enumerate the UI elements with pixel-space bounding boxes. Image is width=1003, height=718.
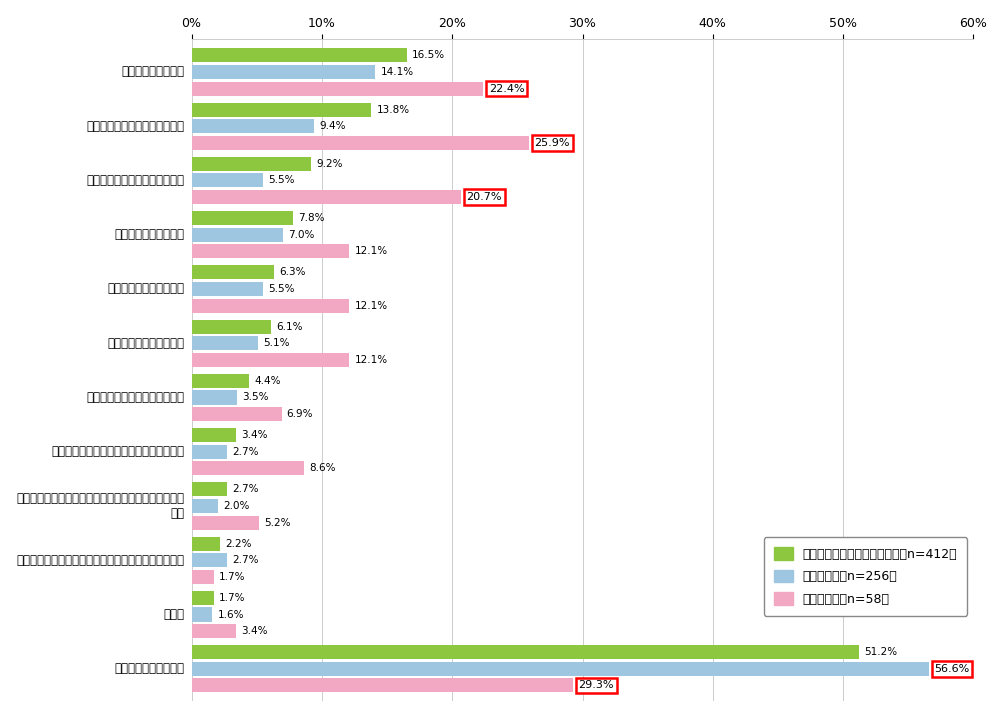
- Bar: [192, 607, 213, 622]
- Text: 2.7%: 2.7%: [232, 555, 258, 565]
- Bar: [192, 244, 349, 258]
- Bar: [192, 174, 263, 187]
- Bar: [192, 391, 237, 404]
- Text: 3.4%: 3.4%: [241, 626, 268, 636]
- Text: 4.4%: 4.4%: [254, 376, 281, 386]
- Bar: [192, 353, 349, 367]
- Bar: [192, 266, 274, 279]
- Bar: [192, 299, 349, 312]
- Text: 2.2%: 2.2%: [226, 538, 252, 549]
- Legend: 働き方改革に取り組んでいる（n=412）, 働きやすい（n=256）, 働きにくい（n=58）: 働き方改革に取り組んでいる（n=412）, 働きやすい（n=256）, 働きにく…: [763, 537, 966, 615]
- Bar: [192, 499, 218, 513]
- Text: 1.6%: 1.6%: [218, 610, 244, 620]
- Text: 5.2%: 5.2%: [265, 518, 291, 528]
- Bar: [192, 211, 293, 225]
- Text: 9.4%: 9.4%: [319, 121, 345, 131]
- Bar: [192, 336, 258, 350]
- Text: 13.8%: 13.8%: [376, 105, 409, 115]
- Text: 2.0%: 2.0%: [223, 501, 249, 511]
- Bar: [192, 624, 236, 638]
- Bar: [192, 103, 371, 116]
- Text: 29.3%: 29.3%: [578, 681, 614, 691]
- Text: 7.0%: 7.0%: [288, 230, 314, 240]
- Bar: [192, 119, 314, 134]
- Bar: [192, 662, 928, 676]
- Bar: [192, 320, 271, 334]
- Bar: [192, 645, 858, 659]
- Text: 2.7%: 2.7%: [232, 447, 258, 457]
- Text: 9.2%: 9.2%: [316, 159, 343, 169]
- Bar: [192, 462, 303, 475]
- Text: 2.7%: 2.7%: [232, 485, 258, 495]
- Text: 8.6%: 8.6%: [309, 463, 335, 473]
- Bar: [192, 536, 220, 551]
- Text: 5.5%: 5.5%: [268, 175, 295, 185]
- Text: 6.3%: 6.3%: [279, 267, 305, 277]
- Text: 14.1%: 14.1%: [380, 67, 413, 77]
- Text: 12.1%: 12.1%: [354, 355, 387, 365]
- Bar: [192, 428, 236, 442]
- Bar: [192, 82, 483, 95]
- Text: 22.4%: 22.4%: [488, 83, 524, 93]
- Text: 56.6%: 56.6%: [934, 663, 969, 673]
- Text: 5.5%: 5.5%: [268, 284, 295, 294]
- Bar: [192, 444, 227, 459]
- Bar: [192, 48, 406, 62]
- Text: 56.6%: 56.6%: [934, 663, 967, 673]
- Bar: [192, 374, 249, 388]
- Bar: [192, 157, 311, 171]
- Text: 25.9%: 25.9%: [534, 138, 570, 148]
- Bar: [192, 136, 529, 150]
- Text: 1.7%: 1.7%: [219, 572, 245, 582]
- Text: 6.1%: 6.1%: [276, 322, 303, 332]
- Text: 6.9%: 6.9%: [287, 409, 313, 419]
- Text: 12.1%: 12.1%: [354, 301, 387, 311]
- Bar: [192, 190, 460, 204]
- Bar: [192, 570, 214, 584]
- Bar: [192, 679, 573, 692]
- Text: 3.4%: 3.4%: [241, 430, 268, 440]
- Text: 20.7%: 20.7%: [466, 192, 502, 202]
- Bar: [192, 482, 227, 496]
- Bar: [192, 282, 263, 296]
- Bar: [192, 65, 375, 79]
- Text: 7.8%: 7.8%: [298, 213, 325, 223]
- Bar: [192, 228, 283, 242]
- Text: 12.1%: 12.1%: [354, 246, 387, 256]
- Bar: [192, 516, 259, 530]
- Text: 51.2%: 51.2%: [864, 647, 896, 657]
- Bar: [192, 591, 214, 605]
- Bar: [192, 554, 227, 567]
- Text: 5.1%: 5.1%: [263, 338, 290, 348]
- Text: 16.5%: 16.5%: [411, 50, 444, 60]
- Text: 3.5%: 3.5%: [242, 393, 269, 403]
- Bar: [192, 407, 281, 421]
- Text: 1.7%: 1.7%: [219, 593, 245, 603]
